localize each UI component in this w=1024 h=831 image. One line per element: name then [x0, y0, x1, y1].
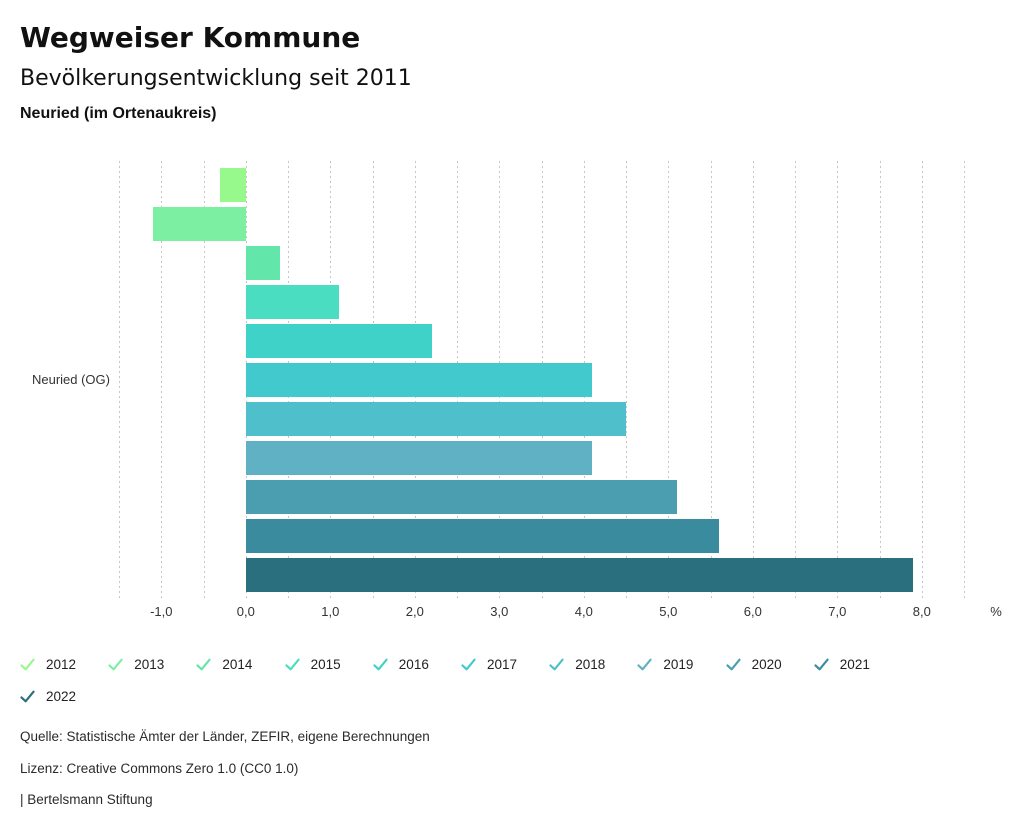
x-tick-7: 7,0: [828, 604, 847, 619]
x-tick-1: 1,0: [321, 604, 340, 619]
attribution-text: | Bertelsmann Stiftung: [20, 792, 153, 807]
gridline: [203, 161, 205, 600]
legend-year-label: 2021: [839, 657, 870, 672]
legend-item-2017[interactable]: 2017: [461, 657, 517, 672]
bar-2017[interactable]: [245, 363, 593, 397]
bar-2015[interactable]: [245, 285, 339, 319]
checkmark-icon-2016: [373, 658, 388, 671]
legend-item-2019[interactable]: 2019: [637, 657, 693, 672]
license-text: Lizenz: Creative Commons Zero 1.0 (CC0 1…: [20, 761, 299, 776]
legend-year-label: 2012: [46, 657, 77, 672]
gridline: [921, 161, 923, 600]
gridline: [795, 161, 796, 600]
x-axis: -1,0 0,0 1,0 2,0 3,0 4,0 5,0 6,0 7,0 8,0%: [119, 604, 1024, 622]
bar-2020[interactable]: [245, 480, 677, 514]
checkmark-icon-2015: [284, 658, 300, 671]
checkmark-icon-2022: [20, 690, 35, 703]
legend-item-2013[interactable]: 2013: [108, 657, 164, 672]
bar-2012[interactable]: [220, 168, 246, 202]
legend-item-2016[interactable]: 2016: [373, 657, 429, 672]
checkmark-icon-2019: [637, 658, 652, 671]
bar-chart-plot-area: [119, 161, 965, 600]
gridline: [837, 161, 839, 600]
legend-item-2021[interactable]: 2021: [814, 657, 870, 672]
gridline: [710, 161, 712, 600]
legend-year-label: 2016: [398, 657, 429, 672]
legend-year-label: 2020: [751, 657, 782, 672]
legend-year-label: 2014: [222, 657, 253, 672]
legend-item-2014[interactable]: 2014: [196, 657, 252, 672]
x-tick-8: 8,0: [912, 604, 931, 619]
legend-year-label: 2018: [575, 657, 606, 672]
checkmark-icon-2012: [20, 658, 35, 671]
checkmark-icon-2017: [461, 658, 476, 671]
gridline: [119, 161, 120, 600]
gridline: [964, 161, 965, 600]
x-tick-5: 5,0: [659, 604, 678, 619]
x-tick-0: 0,0: [236, 604, 255, 619]
checkmark-icon-2020: [725, 658, 741, 671]
legend-item-2022[interactable]: 2022: [20, 689, 76, 704]
bar-2014[interactable]: [245, 246, 280, 280]
bar-2022[interactable]: [245, 558, 914, 592]
region-title: Neuried (im Ortenaukreis): [20, 105, 217, 122]
chart-title: Bevölkerungsentwicklung seit 2011: [20, 66, 412, 91]
legend-item-2018[interactable]: 2018: [549, 657, 605, 672]
gridline: [752, 161, 754, 600]
legend-year-label: 2017: [487, 657, 518, 672]
legend-item-2012[interactable]: 2012: [20, 657, 76, 672]
bar-2018[interactable]: [245, 402, 627, 436]
legend-item-2015[interactable]: 2015: [284, 657, 341, 672]
y-axis-group-label: Neuried (OG): [31, 372, 110, 387]
checkmark-icon-2018: [549, 658, 564, 671]
gridline: [161, 161, 163, 600]
gridline: [668, 161, 670, 600]
bar-2021[interactable]: [245, 519, 719, 553]
checkmark-icon-2014: [196, 658, 211, 671]
x-tick-3: 3,0: [490, 604, 509, 619]
bar-2019[interactable]: [245, 441, 593, 475]
gridline: [879, 161, 881, 600]
x-tick--1: -1,0: [150, 604, 173, 619]
legend-year-label: 2013: [134, 657, 165, 672]
legend-year-label: 2022: [46, 689, 77, 704]
x-tick-4: 4,0: [574, 604, 593, 619]
source-text: Quelle: Statistische Ämter der Länder, Z…: [20, 729, 430, 744]
legend-item-2020[interactable]: 2020: [725, 657, 782, 672]
gridline: [626, 161, 627, 600]
legend-year-label: 2015: [310, 657, 341, 672]
x-axis-unit-label: %: [990, 604, 1002, 619]
checkmark-icon-2013: [108, 658, 123, 671]
checkmark-icon-2021: [814, 658, 829, 671]
legend-year-label: 2019: [663, 657, 694, 672]
x-tick-6: 6,0: [743, 604, 762, 619]
bar-2016[interactable]: [245, 324, 432, 358]
x-tick-2: 2,0: [405, 604, 424, 619]
app-title: Wegweiser Kommune: [20, 21, 361, 54]
bar-2013[interactable]: [152, 207, 246, 241]
